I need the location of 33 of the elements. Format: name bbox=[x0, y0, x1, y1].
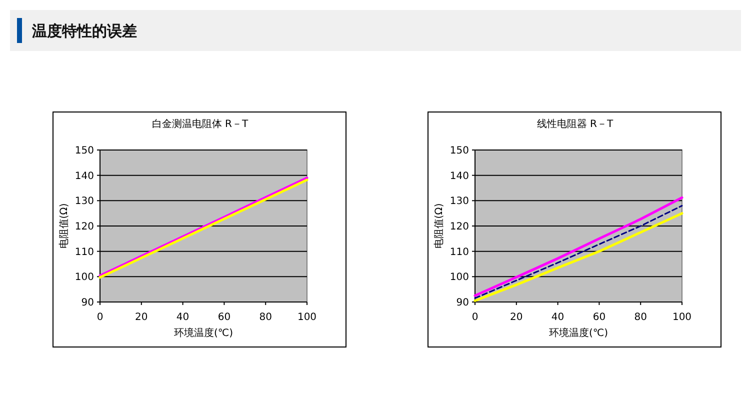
chart-title: 白金测温电阻体 R－T bbox=[152, 118, 249, 130]
y-tick-label: 130 bbox=[74, 196, 94, 208]
x-tick-label: 0 bbox=[96, 312, 104, 323]
x-tick-label: 80 bbox=[259, 312, 272, 323]
y-tick-label: 140 bbox=[74, 170, 94, 182]
x-axis-title: 环境温度(℃) bbox=[548, 327, 608, 339]
y-tick-label: 120 bbox=[74, 222, 94, 232]
text: 温度特性的误差 bbox=[31, 22, 137, 40]
x-tick-label: 100 bbox=[297, 312, 317, 323]
y-tick-label: 120 bbox=[450, 222, 469, 232]
x-tick-label: 20 bbox=[135, 312, 148, 323]
y-tick-label: 110 bbox=[74, 246, 94, 258]
y-tick-label: 150 bbox=[450, 146, 469, 156]
y-tick-label: 110 bbox=[450, 246, 469, 258]
x-tick-label: 40 bbox=[176, 312, 190, 323]
x-tick-label: 20 bbox=[510, 312, 523, 323]
y-tick-label: 100 bbox=[74, 272, 94, 284]
x-axis-title: 环境温度(℃) bbox=[174, 327, 234, 339]
y-axis-title: 电阻值(Ω) bbox=[58, 203, 70, 249]
x-tick-label: 80 bbox=[634, 312, 647, 323]
y-tick-label: 100 bbox=[450, 272, 469, 284]
y-axis-title: 电阻值(Ω) bbox=[433, 203, 445, 249]
y-tick-label: 150 bbox=[74, 146, 94, 156]
x-tick-label: 60 bbox=[218, 312, 231, 323]
x-tick-label: 100 bbox=[672, 312, 692, 323]
chart-title: 线性电阻器 R－T bbox=[536, 118, 614, 130]
x-tick-label: 60 bbox=[592, 312, 606, 323]
x-tick-label: 0 bbox=[472, 312, 478, 323]
x-tick-label: 40 bbox=[551, 312, 564, 323]
y-tick-label: 90 bbox=[81, 298, 94, 308]
y-tick-label: 130 bbox=[450, 196, 469, 208]
y-tick-label: 140 bbox=[450, 170, 469, 182]
y-tick-label: 90 bbox=[456, 298, 469, 308]
